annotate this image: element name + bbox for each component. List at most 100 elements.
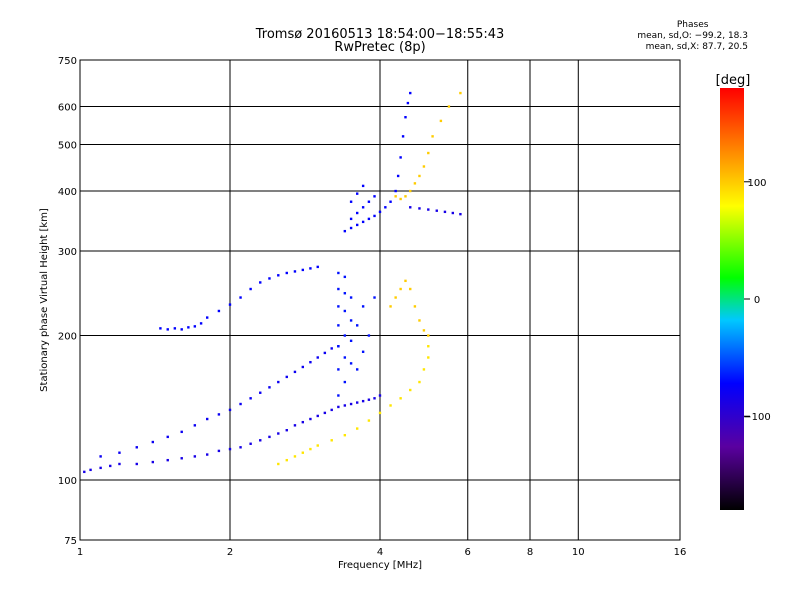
- data-point: [316, 356, 319, 359]
- data-point: [443, 210, 447, 214]
- data-point: [309, 417, 312, 421]
- data-point: [166, 435, 169, 439]
- data-point: [409, 189, 412, 193]
- data-point: [285, 458, 288, 462]
- data-point: [199, 322, 203, 325]
- data-point: [316, 265, 319, 269]
- data-point: [239, 402, 242, 406]
- y-tick-label: 200: [58, 332, 77, 343]
- data-point: [309, 267, 312, 270]
- data-point: [301, 451, 305, 454]
- data-point: [367, 398, 371, 401]
- data-point: [285, 271, 288, 275]
- data-point: [193, 325, 197, 328]
- data-point: [343, 356, 347, 359]
- data-point: [361, 350, 365, 353]
- data-point: [330, 439, 333, 442]
- data-point: [301, 365, 305, 369]
- data-point: [217, 449, 221, 453]
- data-point: [330, 408, 333, 412]
- data-point: [361, 399, 365, 403]
- data-point: [435, 209, 438, 212]
- data-point: [349, 217, 353, 221]
- data-point: [389, 305, 392, 308]
- phase-info: Phases mean, sd,O: −99.2, 18.3 mean, sd,…: [637, 20, 748, 53]
- y-tick-label: 750: [58, 56, 77, 67]
- data-point: [109, 464, 112, 468]
- data-point: [343, 275, 347, 279]
- data-point: [309, 360, 312, 364]
- data-point: [396, 174, 400, 178]
- data-point: [367, 419, 371, 422]
- data-point: [217, 413, 221, 416]
- data-point: [409, 91, 412, 95]
- y-tick-label: 75: [64, 536, 77, 547]
- data-point: [228, 447, 232, 451]
- data-point: [349, 362, 353, 365]
- data-point: [404, 116, 407, 119]
- data-point: [355, 192, 359, 195]
- data-point: [394, 296, 397, 299]
- phase-info-title: Phases: [676, 20, 709, 30]
- data-point: [316, 444, 319, 447]
- chart-title: Tromsø 20160513 18:54:00−18:55:43: [255, 27, 505, 42]
- data-point: [323, 411, 327, 415]
- data-point: [343, 433, 347, 437]
- data-point: [367, 217, 371, 221]
- data-point: [293, 370, 297, 374]
- data-point: [277, 432, 280, 435]
- data-point: [249, 287, 252, 291]
- x-tick-label: 2: [227, 547, 233, 558]
- data-point: [268, 386, 271, 389]
- data-point: [349, 339, 353, 343]
- data-point: [361, 184, 365, 188]
- data-point: [293, 424, 297, 427]
- colorbar-tick-label: 0: [754, 295, 760, 306]
- data-point: [343, 229, 347, 233]
- colorbar-unit: [deg]: [716, 73, 751, 88]
- data-point: [459, 91, 462, 95]
- data-point: [355, 223, 359, 227]
- data-point: [337, 345, 340, 348]
- data-point: [239, 296, 242, 299]
- y-tick-label: 400: [58, 187, 77, 198]
- data-point: [399, 197, 402, 201]
- data-point: [378, 210, 382, 214]
- data-point: [337, 324, 340, 327]
- data-point: [431, 135, 434, 138]
- data-point: [349, 402, 353, 406]
- data-point: [118, 451, 121, 454]
- data-point: [373, 397, 376, 400]
- data-point: [389, 200, 392, 203]
- data-point: [83, 470, 86, 474]
- x-tick-label: 6: [465, 547, 471, 558]
- data-point: [180, 430, 183, 434]
- data-point: [277, 462, 280, 466]
- data-point: [343, 334, 347, 337]
- data-point: [361, 220, 365, 224]
- data-point: [268, 277, 271, 280]
- data-point: [337, 405, 340, 409]
- data-point: [228, 408, 232, 412]
- data-point: [337, 287, 340, 291]
- data-point: [337, 368, 340, 371]
- data-point: [337, 394, 340, 397]
- data-point: [159, 327, 162, 330]
- data-point: [259, 281, 262, 284]
- data-point: [399, 156, 402, 159]
- data-point: [422, 165, 426, 168]
- data-point: [228, 303, 232, 306]
- data-point: [373, 195, 376, 198]
- data-point: [349, 200, 353, 203]
- data-point: [373, 296, 376, 299]
- data-point: [217, 309, 221, 313]
- data-point: [180, 457, 183, 460]
- data-point: [205, 453, 209, 456]
- data-point: [401, 135, 405, 138]
- data-point: [355, 211, 359, 215]
- data-point: [249, 397, 252, 400]
- data-point: [422, 368, 426, 371]
- data-point: [180, 328, 183, 331]
- data-point: [355, 368, 359, 371]
